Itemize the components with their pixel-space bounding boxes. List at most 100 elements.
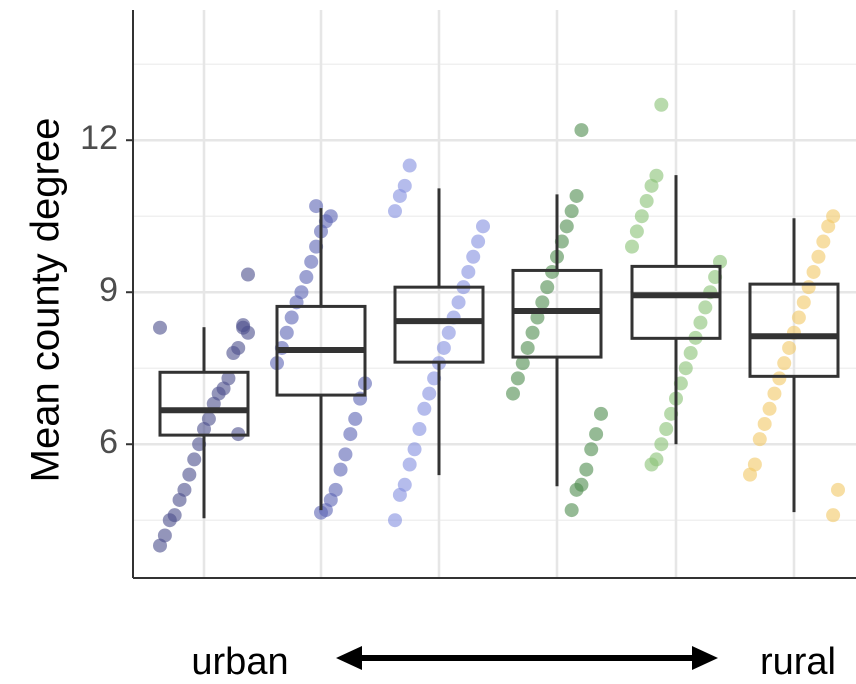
data-point — [441, 325, 456, 340]
data-point — [831, 482, 845, 497]
data-point — [579, 462, 594, 477]
data-point — [279, 325, 294, 340]
data-point — [683, 346, 698, 361]
data-point — [304, 254, 319, 269]
data-point — [241, 267, 255, 282]
arrow — [336, 646, 718, 670]
data-point — [471, 234, 486, 249]
data-point — [752, 432, 767, 447]
annotation: urban — [191, 641, 288, 683]
box — [630, 264, 722, 340]
data-point — [153, 320, 167, 335]
data-point — [206, 396, 221, 411]
data-point — [530, 310, 545, 325]
data-point — [816, 234, 831, 249]
y-axis-title: Mean county degree — [24, 118, 68, 483]
data-point — [314, 505, 328, 520]
data-point — [187, 452, 202, 467]
y-tick-label: 9 — [99, 271, 118, 309]
data-point — [564, 503, 579, 518]
data-point — [826, 508, 841, 523]
data-point — [540, 280, 555, 295]
grid — [133, 10, 856, 578]
data-point — [796, 295, 811, 310]
data-point — [569, 188, 584, 203]
data-point — [236, 318, 251, 333]
y-tick-label: 6 — [99, 423, 118, 461]
data-point — [791, 310, 806, 325]
data-point — [625, 239, 639, 254]
data-point — [338, 447, 353, 462]
data-point — [422, 386, 437, 401]
data-point — [506, 386, 520, 401]
data-point — [392, 188, 407, 203]
data-point — [535, 295, 550, 310]
data-point — [392, 487, 407, 502]
plot-area — [153, 97, 845, 553]
data-point — [639, 194, 654, 209]
data-point — [476, 219, 490, 234]
data-point — [698, 300, 713, 315]
data-point — [333, 462, 348, 477]
data-point — [782, 340, 797, 355]
data-point — [777, 356, 792, 371]
data-point — [343, 427, 358, 442]
data-point — [226, 346, 241, 361]
data-point — [584, 442, 599, 457]
data-point — [436, 340, 451, 355]
data-point — [402, 158, 417, 173]
data-point — [461, 264, 476, 279]
data-point — [348, 411, 363, 426]
data-point — [182, 467, 197, 482]
data-point — [574, 123, 589, 138]
data-point — [659, 422, 674, 437]
data-point — [654, 97, 669, 112]
data-point — [644, 457, 659, 472]
data-point — [197, 422, 211, 437]
data-point — [757, 416, 772, 431]
data-point — [801, 280, 816, 295]
data-point — [811, 249, 826, 264]
data-point — [594, 406, 608, 421]
data-point — [654, 437, 669, 452]
data-point — [693, 315, 708, 330]
data-point — [510, 371, 525, 386]
data-point — [767, 386, 782, 401]
data-point — [644, 178, 659, 193]
data-point — [525, 325, 540, 340]
data-point — [589, 427, 604, 442]
data-point — [634, 209, 649, 224]
data-point — [407, 442, 422, 457]
data-point — [559, 219, 574, 234]
annotation: rural — [760, 641, 836, 683]
data-point — [388, 204, 402, 219]
box — [158, 370, 250, 437]
data-point — [412, 422, 427, 437]
data-point — [284, 310, 299, 325]
data-point — [678, 361, 693, 376]
data-point — [515, 356, 530, 371]
data-point — [806, 264, 821, 279]
data-point — [821, 219, 836, 234]
data-point — [417, 401, 432, 416]
data-point — [629, 224, 644, 239]
data-point — [762, 401, 777, 416]
data-point — [402, 457, 417, 472]
data-point — [564, 204, 579, 219]
data-point — [772, 371, 787, 386]
data-point — [172, 492, 187, 507]
data-point — [466, 249, 481, 264]
y-tick-label: 12 — [80, 119, 118, 157]
data-point — [299, 270, 314, 285]
data-point — [153, 538, 167, 553]
data-point — [388, 513, 402, 528]
data-point — [451, 295, 466, 310]
data-point — [520, 340, 535, 355]
data-point — [569, 482, 584, 497]
data-point — [743, 467, 757, 482]
box — [393, 285, 485, 364]
box — [748, 282, 840, 378]
data-point — [162, 513, 177, 528]
